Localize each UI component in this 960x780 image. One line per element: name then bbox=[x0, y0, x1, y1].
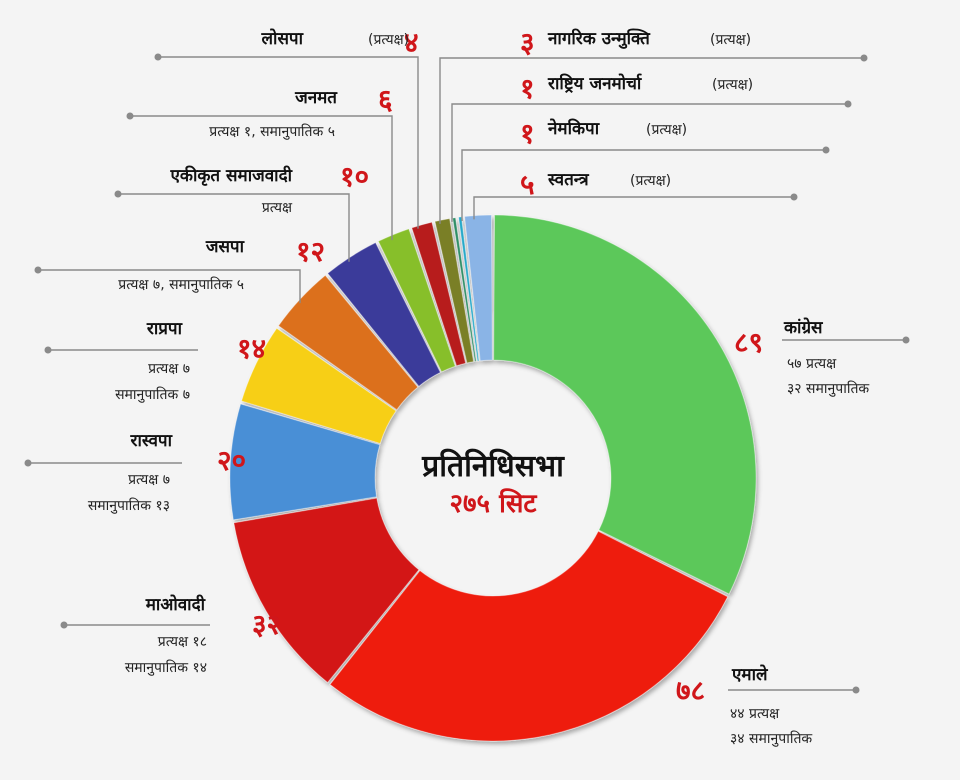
leader-line-slice-11 bbox=[461, 149, 826, 222]
party-name-slice-3: रास्वपा bbox=[130, 431, 173, 451]
leader-dot-slice-0 bbox=[902, 336, 910, 344]
seat-detail-slice-11-0: (प्रत्यक्ष) bbox=[646, 122, 687, 138]
leader-line-slice-12 bbox=[473, 196, 794, 220]
seat-count-slice-8: ४ bbox=[404, 26, 419, 59]
party-name-slice-9: नागरिक उन्मुक्ति bbox=[547, 28, 651, 49]
seat-detail-slice-12-0: (प्रत्यक्ष) bbox=[630, 173, 671, 189]
leader-line-slice-8 bbox=[158, 56, 419, 229]
seat-detail-slice-4-1: समानुपातिक ७ bbox=[115, 386, 190, 403]
total-seats-label: २७५ सिट bbox=[449, 488, 537, 519]
seat-count-slice-10: १ bbox=[520, 72, 535, 105]
party-name-slice-5: जसपा bbox=[205, 237, 245, 257]
leader-dot-slice-8 bbox=[154, 53, 162, 61]
seat-count-slice-11: १ bbox=[520, 117, 535, 150]
seat-count-slice-12: ५ bbox=[520, 168, 535, 201]
leader-line-slice-7 bbox=[130, 115, 393, 241]
party-name-slice-11: नेमकिपा bbox=[547, 118, 600, 139]
party-name-slice-10: राष्ट्रिय जनमोर्चा bbox=[547, 73, 642, 94]
donut-slice-5 bbox=[277, 274, 419, 411]
seat-detail-slice-7-0: प्रत्यक्ष १, समानुपातिक ५ bbox=[209, 123, 335, 140]
chart-title: प्रतिनिधिसभा bbox=[421, 448, 565, 484]
seat-detail-slice-3-0: प्रत्यक्ष ७ bbox=[128, 472, 170, 488]
leader-dot-slice-2 bbox=[60, 621, 68, 629]
leader-dot-slice-1 bbox=[852, 686, 860, 694]
donut-slice-4 bbox=[240, 327, 397, 445]
leader-line-slice-5 bbox=[38, 269, 301, 304]
seat-detail-slice-1-0: ४४ प्रत्यक्ष bbox=[730, 706, 780, 722]
leader-line-slice-10 bbox=[451, 103, 848, 222]
seat-detail-slice-4-0: प्रत्यक्ष ७ bbox=[148, 361, 190, 377]
party-name-slice-7: जनमत bbox=[294, 88, 338, 108]
party-name-slice-4: राप्रपा bbox=[146, 319, 183, 339]
seat-detail-slice-2-1: समानुपातिक १४ bbox=[125, 659, 207, 676]
donut-slice-11 bbox=[458, 216, 480, 362]
donut-slice-10 bbox=[452, 217, 477, 362]
party-name-slice-1: एमाले bbox=[731, 664, 769, 685]
seat-detail-slice-10-0: (प्रत्यक्ष) bbox=[712, 77, 753, 93]
donut-slice-3 bbox=[229, 403, 381, 521]
seat-detail-slice-0-0: ५७ प्रत्यक्ष bbox=[787, 356, 837, 372]
donut-slice-1 bbox=[329, 530, 729, 742]
party-name-slice-12: स्वतन्त्र bbox=[547, 170, 589, 190]
seat-count-slice-7: ६ bbox=[378, 83, 393, 116]
leader-dot-slice-11 bbox=[822, 146, 830, 154]
party-name-slice-2: माओवादी bbox=[145, 594, 206, 615]
party-name-slice-0: कांग्रेस bbox=[783, 317, 824, 338]
party-name-slice-8: लोसपा bbox=[261, 28, 304, 49]
leader-dot-slice-6 bbox=[114, 190, 122, 198]
seat-count-slice-0: ८९ bbox=[734, 326, 763, 359]
leader-dot-slice-4 bbox=[44, 346, 52, 354]
seat-count-slice-4: १४ bbox=[237, 332, 266, 365]
leader-dot-slice-12 bbox=[790, 193, 798, 201]
seat-detail-slice-1-1: ३४ समानुपातिक bbox=[730, 730, 812, 747]
seat-detail-slice-2-0: प्रत्यक्ष १८ bbox=[158, 634, 207, 650]
seat-detail-slice-9-0: (प्रत्यक्ष) bbox=[710, 32, 751, 48]
leader-dot-slice-7 bbox=[126, 112, 134, 120]
donut-slice-2 bbox=[233, 497, 420, 684]
seat-count-slice-6: १० bbox=[340, 160, 369, 193]
seat-count-slice-5: १२ bbox=[296, 235, 325, 268]
leader-line-slice-9 bbox=[439, 57, 864, 224]
leader-dot-slice-10 bbox=[844, 100, 852, 108]
leader-dot-slice-9 bbox=[860, 54, 868, 62]
donut-slice-6 bbox=[327, 242, 441, 387]
seat-detail-slice-8-0: (प्रत्यक्ष) bbox=[368, 32, 409, 48]
seat-detail-slice-3-1: समानुपातिक १३ bbox=[88, 497, 170, 514]
seat-detail-slice-6-0: प्रत्यक्ष bbox=[262, 200, 293, 216]
seat-detail-slice-0-1: ३२ समानुपातिक bbox=[787, 380, 869, 397]
donut-slice-0 bbox=[493, 214, 757, 595]
seat-count-slice-3: २० bbox=[217, 444, 246, 477]
seat-detail-slice-5-0: प्रत्यक्ष ७, समानुपातिक ५ bbox=[118, 276, 244, 293]
leader-dot-slice-5 bbox=[34, 266, 42, 274]
party-name-slice-6: एकीकृत समाजवादी bbox=[170, 165, 293, 186]
leader-dot-slice-3 bbox=[24, 459, 32, 467]
seat-count-slice-1: ७८ bbox=[676, 674, 705, 707]
leader-line-slice-6 bbox=[118, 193, 350, 262]
seat-count-slice-9: ३ bbox=[520, 26, 535, 59]
seat-count-slice-2: ३२ bbox=[252, 608, 281, 641]
donut-slice-7 bbox=[377, 228, 456, 373]
